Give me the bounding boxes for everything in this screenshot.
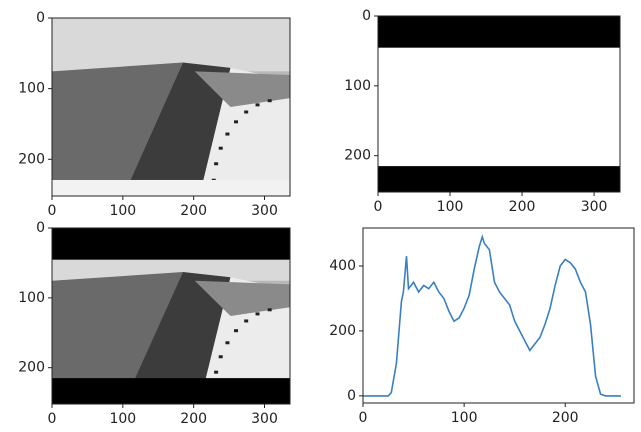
x-tick-label: 0 [359, 410, 368, 426]
x-tick-label: 200 [180, 411, 207, 427]
image-region [52, 18, 290, 72]
image-detail [255, 312, 260, 316]
x-tick-label: 100 [109, 411, 136, 427]
axes-frame [362, 227, 635, 404]
mask-band [378, 16, 620, 48]
y-tick-label: 200 [344, 148, 371, 164]
image-region [194, 71, 290, 107]
image-detail [255, 103, 260, 107]
y-tick-label: 400 [329, 258, 356, 274]
y-tick-label: 100 [18, 290, 45, 306]
y-tick-label: 0 [347, 388, 356, 404]
image-region [123, 272, 231, 404]
mask-band [52, 228, 290, 260]
x-tick-label: 100 [451, 410, 478, 426]
x-tick-label: 300 [581, 199, 608, 215]
x-tick-label: 200 [509, 199, 536, 215]
x-tick-label: 0 [48, 411, 57, 427]
y-tick-label: 0 [36, 220, 45, 236]
image-detail [234, 120, 239, 124]
x-tick-label: 100 [437, 199, 464, 215]
x-tick-label: 0 [374, 199, 383, 215]
axes-frame [51, 17, 291, 197]
axes-frame [51, 227, 291, 405]
y-tick-label: 100 [344, 78, 371, 94]
image-detail [225, 341, 230, 345]
image-region [52, 272, 183, 404]
image-detail [244, 319, 249, 323]
image-detail [214, 162, 219, 166]
axes-frame [377, 15, 621, 193]
image-detail [267, 99, 272, 103]
x-tick-label: 300 [251, 411, 278, 427]
line [363, 234, 621, 397]
image-detail [218, 355, 223, 359]
x-tick-label: 0 [48, 203, 57, 219]
image-region [123, 62, 231, 196]
image-detail [225, 132, 230, 136]
image-detail [267, 308, 272, 312]
mask-band [378, 166, 620, 192]
x-tick-label: 200 [552, 410, 579, 426]
plot-area [378, 16, 620, 192]
x-tick-label: 100 [109, 203, 136, 219]
y-tick-label: 0 [362, 8, 371, 24]
x-tick-label: 200 [180, 203, 207, 219]
image-detail [234, 329, 239, 333]
image-detail [244, 110, 249, 114]
y-tick-label: 200 [18, 151, 45, 167]
y-tick-label: 200 [329, 323, 356, 339]
mask-band [52, 378, 290, 404]
plot-area [52, 228, 290, 404]
image-caption-strip [52, 179, 290, 196]
image-detail [214, 370, 219, 374]
image-detail [218, 146, 223, 150]
y-tick-label: 100 [18, 81, 45, 97]
x-tick-label: 300 [251, 203, 278, 219]
y-tick-label: 200 [18, 360, 45, 376]
image-region [52, 62, 183, 196]
y-tick-label: 0 [36, 10, 45, 26]
image-region [194, 280, 290, 316]
plot-area [363, 234, 621, 397]
plot-area [52, 18, 290, 196]
